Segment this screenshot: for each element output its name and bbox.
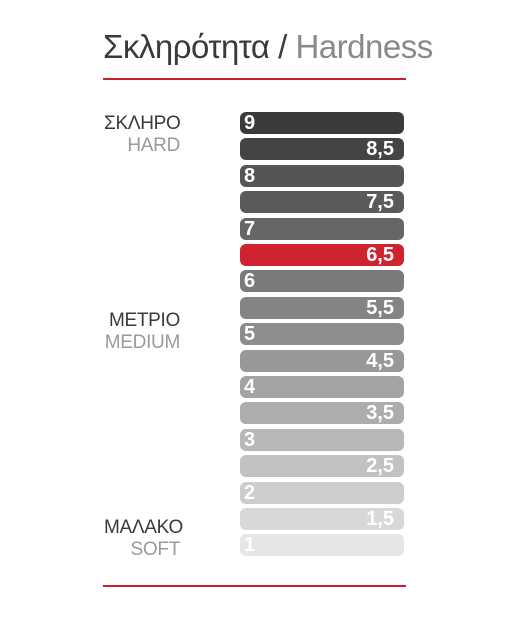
- scale-bar: 7: [240, 218, 404, 240]
- label-hard-english: HARD: [127, 135, 180, 156]
- label-hard-greek: ΣΚΛΗΡΟ: [104, 113, 181, 134]
- scale-bar: 1: [240, 534, 404, 556]
- scale-bar: 6: [240, 270, 404, 292]
- scale-bar: 4,5: [240, 350, 404, 372]
- scale-bar: 7,5: [240, 191, 404, 213]
- scale-bar: 9: [240, 112, 404, 134]
- bottom-divider: [103, 585, 406, 587]
- label-soft-english: SOFT: [130, 539, 181, 560]
- scale-bar: 5,5: [240, 297, 404, 319]
- scale-bar: 5: [240, 323, 404, 345]
- scale-bar: 8: [240, 165, 404, 187]
- title-separator: /: [278, 28, 287, 65]
- scale-bar: 3,5: [240, 402, 404, 424]
- scale-bar: 3: [240, 429, 404, 451]
- label-soft-greek: ΜΑΛΑΚΟ: [104, 517, 183, 538]
- scale-bar: 2,5: [240, 455, 404, 477]
- top-divider: [103, 78, 406, 80]
- scale-bar: 2: [240, 482, 404, 504]
- label-soft: ΜΑΛΑΚΟ SOFT: [104, 517, 183, 561]
- title-english: Hardness: [295, 28, 433, 65]
- scale-bar-highlighted: 6,5: [240, 244, 404, 266]
- label-hard: ΣΚΛΗΡΟ HARD: [104, 113, 181, 157]
- label-medium-english: MEDIUM: [104, 332, 181, 353]
- scale-bar: 4: [240, 376, 404, 398]
- label-medium-greek: ΜΕΤΡΙΟ: [108, 310, 180, 331]
- label-medium: ΜΕΤΡΙΟ MEDIUM: [104, 310, 181, 354]
- page-title: Σκληρότητα / Hardness: [103, 30, 433, 63]
- scale-bar: 8,5: [240, 138, 404, 160]
- title-greek: Σκληρότητα: [103, 28, 270, 65]
- scale-bar: 1,5: [240, 508, 404, 530]
